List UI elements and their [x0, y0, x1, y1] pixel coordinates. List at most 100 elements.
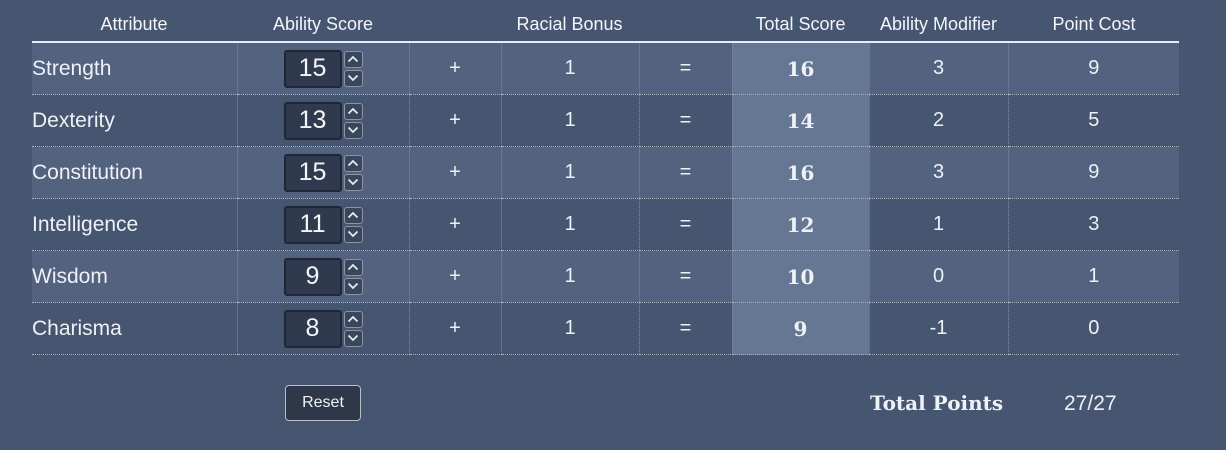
total-score-value: 16	[731, 42, 869, 95]
increment-button[interactable]	[343, 310, 363, 328]
increment-button[interactable]	[343, 258, 363, 276]
header-ability-score: Ability Score	[236, 14, 409, 43]
total-points-value: 27/27	[1064, 392, 1117, 415]
ability-score-stepper[interactable]: 9	[283, 257, 363, 296]
decrement-button[interactable]	[343, 173, 363, 191]
total-points-label: Total Points	[870, 391, 1004, 415]
stepper-buttons	[343, 154, 363, 191]
total-score-value: 16	[731, 146, 869, 199]
ability-score-stepper[interactable]: 11	[283, 205, 363, 244]
attribute-name: Wisdom	[32, 250, 237, 303]
ability-score-cell: 15	[236, 146, 409, 199]
chevron-down-icon	[347, 282, 359, 290]
racial-bonus-value: 1	[500, 302, 639, 355]
plus-sign: +	[408, 146, 501, 199]
ability-modifier-value: 2	[868, 94, 1008, 147]
chevron-up-icon	[347, 107, 359, 115]
point-cost-value: 1	[1007, 250, 1179, 303]
racial-bonus-value: 1	[500, 146, 639, 199]
racial-bonus-value: 1	[500, 198, 639, 251]
ability-score-cell: 13	[236, 94, 409, 147]
ability-score-input[interactable]: 11	[283, 205, 342, 244]
ability-score-input[interactable]: 15	[283, 49, 342, 88]
stepper-buttons	[343, 102, 363, 139]
chevron-down-icon	[347, 178, 359, 186]
table-row: Wisdom 9 +1 = 10 0 1	[32, 250, 1179, 303]
total-score-value: 10	[731, 250, 869, 303]
ability-modifier-value: -1	[868, 302, 1008, 355]
ability-score-input[interactable]: 8	[283, 309, 342, 348]
point-cost-value: 3	[1007, 198, 1179, 251]
header-total-score: Total Score	[731, 14, 869, 43]
equals-sign: =	[638, 94, 732, 147]
chevron-up-icon	[347, 263, 359, 271]
stepper-buttons	[343, 310, 363, 347]
table-row: Intelligence 11 +1 = 12 1 3	[32, 198, 1179, 251]
ability-modifier-value: 3	[868, 42, 1008, 95]
ability-score-cell: 8	[236, 302, 409, 355]
plus-sign: +	[408, 198, 501, 251]
attribute-name: Constitution	[32, 146, 237, 199]
table-row: Strength 15 +1 = 16 3 9	[32, 42, 1179, 95]
table-row: Constitution 15 +1 = 16 3 9	[32, 146, 1179, 199]
header-attribute: Attribute	[32, 14, 237, 43]
increment-button[interactable]	[343, 102, 363, 120]
racial-bonus-value: 1	[500, 94, 639, 147]
increment-button[interactable]	[343, 154, 363, 172]
decrement-button[interactable]	[343, 121, 363, 139]
header-spacer-equals	[638, 14, 732, 43]
header-racial-bonus: Racial Bonus	[501, 14, 639, 43]
increment-button[interactable]	[343, 206, 363, 224]
reset-button[interactable]: Reset	[285, 385, 361, 421]
equals-sign: =	[638, 146, 732, 199]
equals-sign: =	[638, 42, 732, 95]
ability-score-cell: 15	[236, 42, 409, 95]
equals-sign: =	[638, 198, 732, 251]
total-score-value: 9	[731, 302, 869, 355]
stepper-buttons	[343, 258, 363, 295]
decrement-button[interactable]	[343, 225, 363, 243]
table-row: Charisma 8 +1 = 9 -1 0	[32, 302, 1179, 355]
chevron-up-icon	[347, 211, 359, 219]
attribute-name: Dexterity	[32, 94, 237, 147]
point-cost-value: 0	[1007, 302, 1179, 355]
ability-modifier-value: 3	[868, 146, 1008, 199]
point-cost-value: 9	[1007, 146, 1179, 199]
attribute-name: Charisma	[32, 302, 237, 355]
stepper-buttons	[343, 50, 363, 87]
decrement-button[interactable]	[343, 277, 363, 295]
equals-sign: =	[638, 250, 732, 303]
chevron-up-icon	[347, 159, 359, 167]
ability-score-stepper[interactable]: 8	[283, 309, 363, 348]
racial-bonus-value: 1	[500, 250, 639, 303]
total-score-value: 14	[731, 94, 869, 147]
racial-bonus-value: 1	[500, 42, 639, 95]
point-cost-value: 5	[1007, 94, 1179, 147]
equals-sign: =	[638, 302, 732, 355]
increment-button[interactable]	[343, 50, 363, 68]
ability-score-stepper[interactable]: 13	[283, 101, 363, 140]
ability-modifier-value: 1	[868, 198, 1008, 251]
header-point-cost: Point Cost	[1007, 14, 1179, 43]
stepper-buttons	[343, 206, 363, 243]
table-row: Dexterity 13 +1 = 14 2 5	[32, 94, 1179, 147]
attribute-name: Strength	[32, 42, 237, 95]
chevron-down-icon	[347, 74, 359, 82]
chevron-up-icon	[347, 55, 359, 63]
ability-score-input[interactable]: 9	[283, 257, 342, 296]
ability-score-stepper[interactable]: 15	[283, 153, 363, 192]
table-header-row: Attribute Ability Score Racial Bonus Tot…	[32, 14, 1179, 43]
decrement-button[interactable]	[343, 329, 363, 347]
chevron-down-icon	[347, 334, 359, 342]
total-score-value: 12	[731, 198, 869, 251]
plus-sign: +	[408, 250, 501, 303]
decrement-button[interactable]	[343, 69, 363, 87]
header-spacer-plus	[408, 14, 501, 43]
ability-score-input[interactable]: 15	[283, 153, 342, 192]
ability-score-stepper[interactable]: 15	[283, 49, 363, 88]
chevron-down-icon	[347, 230, 359, 238]
header-ability-modifier: Ability Modifier	[868, 14, 1008, 43]
plus-sign: +	[408, 42, 501, 95]
attribute-name: Intelligence	[32, 198, 237, 251]
ability-score-input[interactable]: 13	[283, 101, 342, 140]
